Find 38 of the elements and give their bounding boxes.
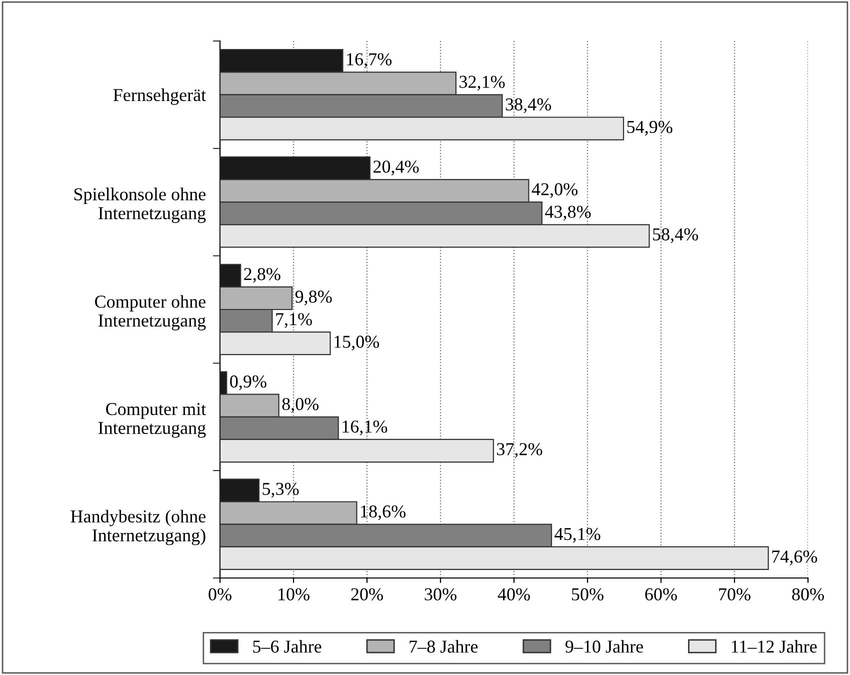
x-tick-label: 80% (792, 588, 824, 600)
data-label: 16,1% (342, 420, 388, 436)
legend-label: 11–12 Jahre (732, 640, 817, 653)
legend-label: 9–10 Jahre (565, 640, 643, 653)
data-label: 5,3% (262, 482, 299, 498)
legend-label: 5–6 Jahre (253, 640, 322, 653)
y-tick-label: Spielkonsole ohne Internetzugang (74, 188, 206, 223)
x-tick-label: 0% (208, 588, 232, 600)
y-tick-label: Handybesitz (ohne Internetzugang) (70, 510, 206, 546)
x-tick-label: 50% (572, 588, 604, 600)
data-label: 45,1% (554, 528, 600, 543)
x-tick-label: 30% (424, 588, 456, 600)
x-tick-label: 40% (498, 588, 530, 600)
data-label: 74,6% (772, 550, 818, 566)
data-label: 42,0% (532, 183, 578, 198)
data-label: 15,0% (334, 336, 380, 350)
data-label: 37,2% (497, 443, 542, 458)
data-label: 38,4% (506, 98, 552, 114)
data-label: 20,4% (374, 160, 419, 176)
data-label: 43,8% (545, 206, 591, 220)
data-label: 32,1% (460, 76, 505, 91)
data-label: 18,6% (361, 505, 406, 520)
data-label: 8,0% (282, 398, 319, 413)
x-tick-label: 20% (351, 588, 383, 600)
data-label: 7,1% (276, 313, 312, 328)
data-label: 9,8% (295, 290, 332, 306)
legend-label: 7–8 Jahre (410, 640, 478, 653)
y-tick-label: Computer mit Internetzugang (98, 403, 206, 438)
x-tick-label: 60% (645, 588, 677, 600)
data-label: 2,8% (244, 268, 280, 283)
data-label: 16,7% (347, 53, 392, 68)
x-tick-label: 70% (719, 588, 750, 600)
data-label: 54,9% (627, 120, 672, 136)
x-tick-label: 10% (278, 588, 310, 600)
y-tick-label: Computer ohne Internetzugang (95, 295, 206, 330)
data-label: 0,9% (230, 375, 266, 390)
y-tick-label: Fernsehgerät (113, 88, 206, 105)
data-label: 58,4% (653, 228, 698, 244)
